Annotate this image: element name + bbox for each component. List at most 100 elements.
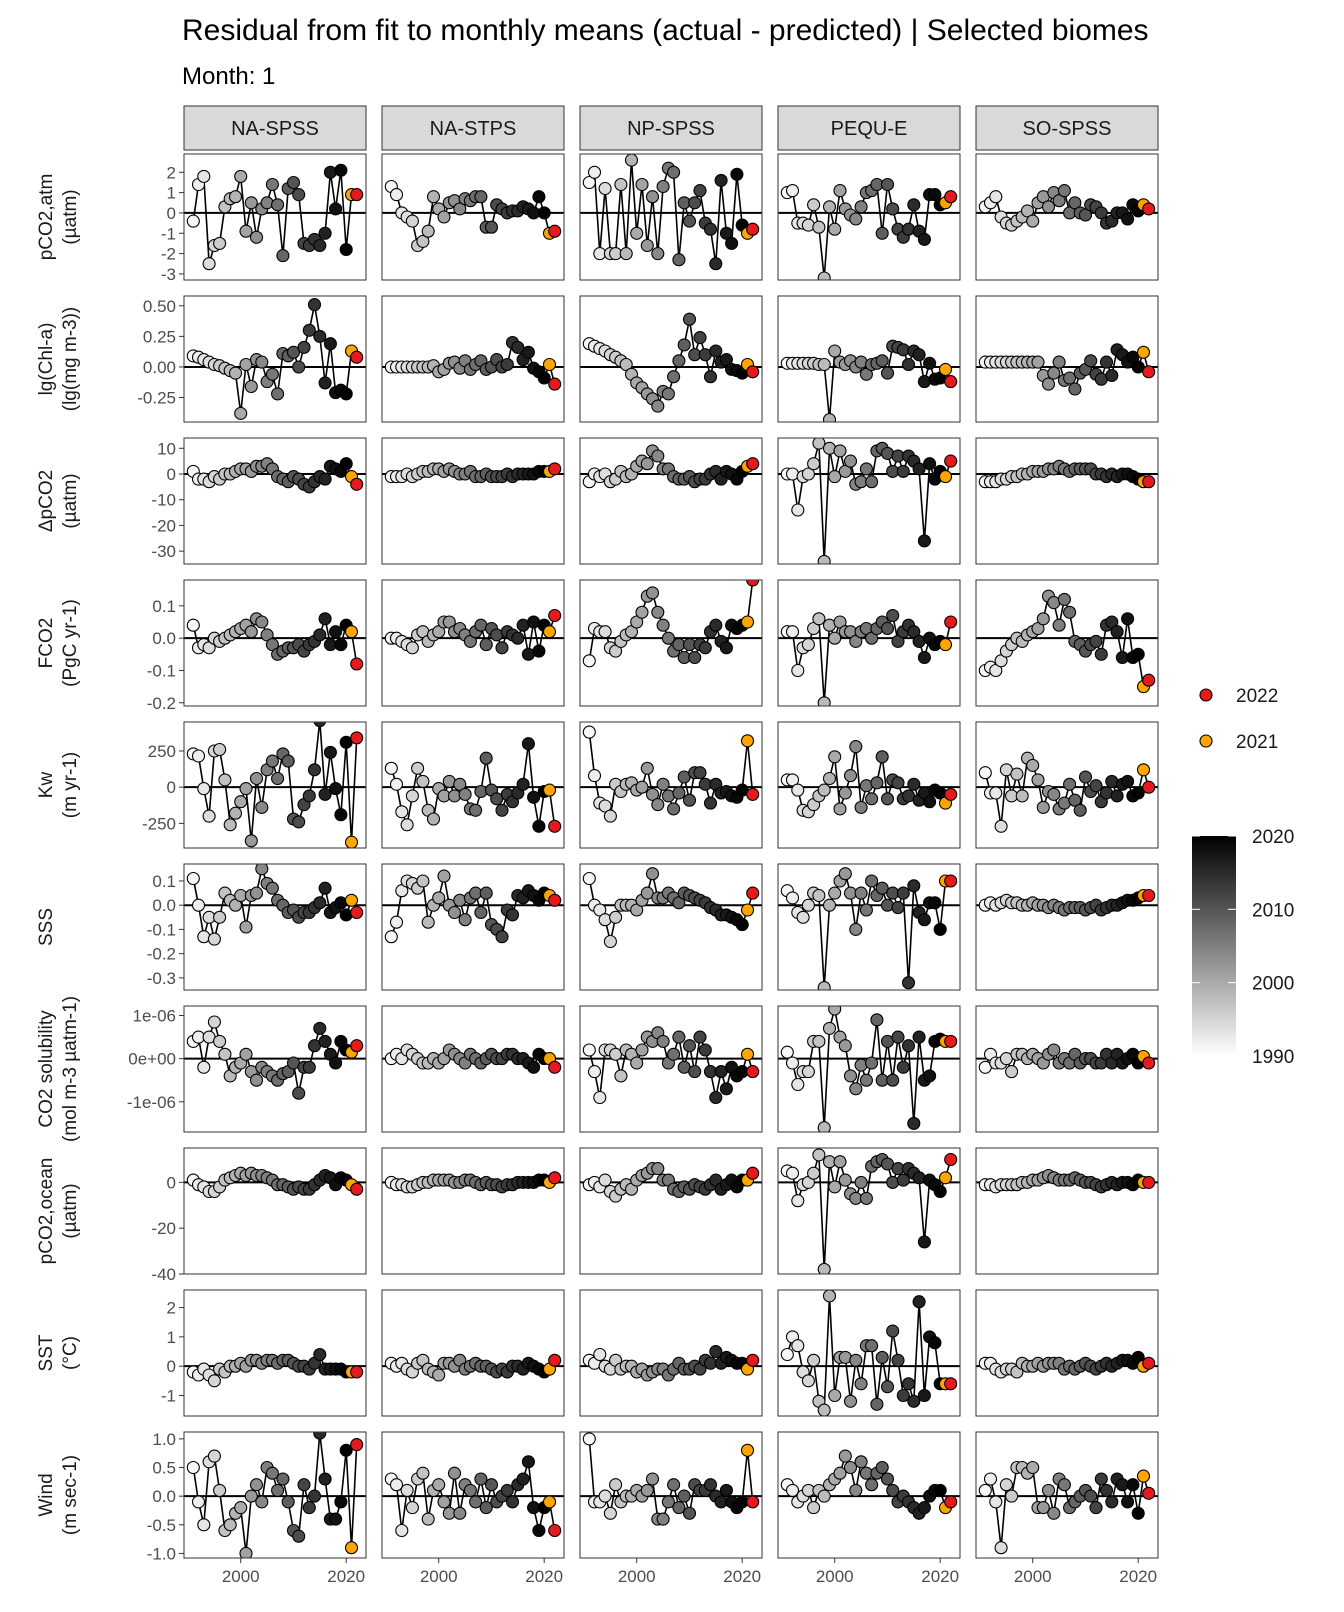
y-tick-label: 0.0 [152,629,176,648]
data-point [213,742,227,757]
data-point [511,631,525,645]
color-bar [1192,836,1236,1056]
data-point [740,1047,755,1061]
data-point [421,224,435,238]
data-point [923,356,937,370]
data-point [249,886,264,900]
data-point [249,230,264,244]
data-point [350,1182,364,1196]
data-point [1005,1065,1019,1079]
data-point [994,1541,1008,1555]
data-point [548,1523,562,1538]
data-point [239,920,253,934]
data-point [672,1501,686,1515]
data-point [213,1483,227,1497]
data-point [682,214,697,228]
data-point [244,625,258,639]
data-point [817,783,831,797]
data-point [344,1541,359,1555]
data-point [532,819,546,833]
data-point [886,608,900,623]
panel-border [777,721,961,849]
data-point [582,725,596,739]
data-point [693,331,707,345]
facet-strip [183,105,367,151]
panel-background [580,722,762,848]
panel-border [975,437,1159,565]
data-point [1094,1472,1108,1486]
y-tick-label: 2 [167,163,176,182]
panel-border [381,1431,565,1559]
data-point [437,1495,451,1509]
data-point [630,1056,644,1070]
data-point [838,1449,852,1463]
data-point [828,1388,842,1403]
data-point [740,1443,755,1457]
data-point [598,799,612,813]
data-point [667,370,681,384]
y-tick-label: -1 [161,1386,176,1405]
y-tick-label: 1 [167,1328,176,1347]
data-point [1136,345,1151,359]
data-point [265,367,279,381]
data-point [1094,206,1108,220]
data-point [1047,366,1061,380]
data-point [933,922,947,936]
series-SO-SPSS [978,589,1156,694]
data-point [395,1523,409,1538]
data-point [344,625,359,639]
data-point [495,641,509,655]
data-point [1142,1056,1156,1070]
data-point [693,184,707,198]
data-point [859,1073,873,1087]
data-point [344,835,359,848]
data-point [714,173,728,187]
data-point [875,750,889,764]
legend: 2022 2021 2020 2010 2000 1990 [1192,686,1294,1068]
data-point [865,792,879,806]
series-SO-SPSS [978,1168,1156,1194]
data-point [244,379,258,394]
data-point [780,1347,794,1362]
data-point [746,580,760,587]
data-point [645,190,660,204]
data-point [213,236,227,250]
data-point [1057,184,1071,198]
panel-background [976,438,1158,564]
row-label-unit: (µatm) [60,473,81,528]
data-point [703,1478,718,1492]
data-point [791,783,805,797]
data-point [339,387,353,401]
data-point [912,348,926,362]
series-NA-STPS [384,462,562,484]
data-point [313,1347,327,1362]
data-point [917,1388,931,1403]
data-point [896,1173,910,1187]
series-SO-SPSS [978,1043,1156,1079]
data-point [807,1501,821,1515]
series-NA-SPSS [186,1432,364,1558]
panel-background [580,1290,762,1416]
data-point [833,802,847,816]
data-point [703,370,718,384]
series-NA-SPSS [186,1166,364,1199]
series-NA-SPSS [186,722,364,848]
data-point [944,787,958,801]
data-point [817,554,831,564]
panel-background [976,864,1158,990]
data-point [891,1353,905,1367]
data-point [703,796,718,810]
x-tick-label: 2000 [222,1567,260,1586]
data-point [542,1495,557,1509]
panel-border [579,295,763,423]
data-point [880,1380,895,1394]
data-point [854,1058,868,1072]
data-point [656,1512,670,1526]
data-point [785,1166,800,1180]
data-point [912,1171,926,1185]
row-label-unit: (µatm) [60,1183,81,1238]
panel-border [183,721,367,849]
data-point [350,1039,364,1053]
data-point [447,905,462,920]
panel-border [183,1147,367,1275]
